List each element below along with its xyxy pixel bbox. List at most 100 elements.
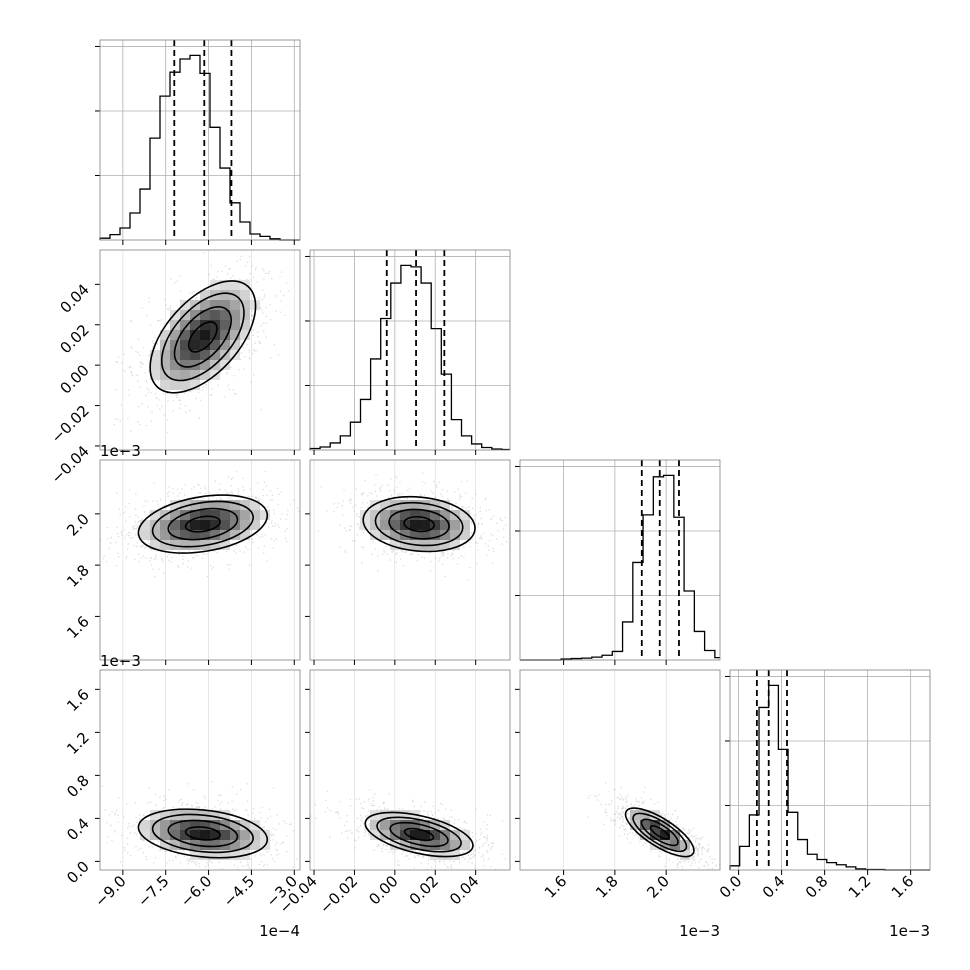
density-cell [410,500,420,510]
density-cell [250,840,260,850]
density-cell [160,530,170,540]
density-cell [390,520,400,530]
density-cell [380,520,390,530]
density-cell [430,510,440,520]
density-cell [140,530,150,540]
density-cell [450,540,460,550]
y-tick-label: 0.4 [63,814,93,844]
density-cell [150,530,160,540]
density-cell [210,850,220,860]
density-cell [180,360,190,370]
y-tick-label: 1.6 [63,613,93,643]
contour-1 [389,821,449,848]
density-cell [200,300,210,310]
density-cell [230,530,240,540]
x-tick-label: −7.5 [134,872,172,910]
density-cell [210,350,220,360]
density-cell [240,320,250,330]
marginal-panel-2 [515,459,721,661]
density-cell [460,510,470,520]
density-cell [430,840,440,850]
contour-0 [187,321,218,353]
density-cell [420,510,430,520]
density-cell [190,310,200,320]
density-cell [180,340,190,350]
density-cell [190,350,200,360]
contour-0 [184,515,221,533]
density-cell [400,510,410,520]
density-cell [240,500,250,510]
density-cell [400,540,410,550]
density-cell [190,340,200,350]
density-cell [230,850,240,860]
density-cell [410,510,420,520]
density-cell [210,810,220,820]
density-cell [430,850,440,860]
density-cell [370,830,380,840]
density-cell [190,520,200,530]
x-tick-label: 1.6 [541,872,571,902]
contour-0 [403,515,435,533]
density-cell [210,310,220,320]
density-cell [170,510,180,520]
density-cell [190,530,200,540]
density-cell [190,370,200,380]
contour-1 [167,819,239,848]
contour-1 [640,818,679,847]
density-cell [250,500,260,510]
panel-frame [519,669,721,871]
density-cell [190,820,200,830]
density-cell [200,290,210,300]
y-tick-label: 0.8 [63,771,93,801]
density-cell [370,510,380,520]
density-cell [220,330,230,340]
joint-panel-1-2 [305,459,511,661]
density-cell [150,370,160,380]
density-cell [220,850,230,860]
panel-frame [309,459,511,661]
density-cell [160,360,170,370]
density-cell [180,830,190,840]
density-cell [680,840,690,850]
density-cell [180,300,190,310]
density-cell [380,810,390,820]
y-offset-label: 1e−3 [100,652,141,670]
panel-frame [99,459,301,661]
density-cell [230,840,240,850]
density-cell [410,520,420,530]
density-cell [200,840,210,850]
density-cell [650,820,660,830]
x-tick-label: −9.0 [91,872,129,910]
density-cell [450,520,460,530]
y-tick-label: 1.2 [63,728,93,758]
marginal-panel-3 [725,669,931,871]
histogram-step-0 [99,54,300,241]
density-cell [220,280,230,290]
density-cell [170,330,180,340]
density-cell [220,530,230,540]
density-cell [200,350,210,360]
contour-2 [151,813,254,854]
density-cell [170,340,180,350]
density-cell [150,820,160,830]
density-cell [180,380,190,390]
density-cell [240,820,250,830]
x-tick-label: 2.0 [643,872,673,902]
density-cell [200,330,210,340]
density-cell [390,530,400,540]
density-cell [220,540,230,550]
density-cell [230,330,240,340]
contour-0 [403,827,435,842]
y-tick-label: 1.8 [63,561,93,591]
density-cell [190,540,200,550]
density-cell [150,360,160,370]
density-cell [170,520,180,530]
density-cell [160,370,170,380]
contour-2 [376,816,462,853]
density-cell [200,370,210,380]
contour-3 [149,280,257,394]
density-cell [220,320,230,330]
density-cell [230,310,240,320]
density-cell [440,530,450,540]
